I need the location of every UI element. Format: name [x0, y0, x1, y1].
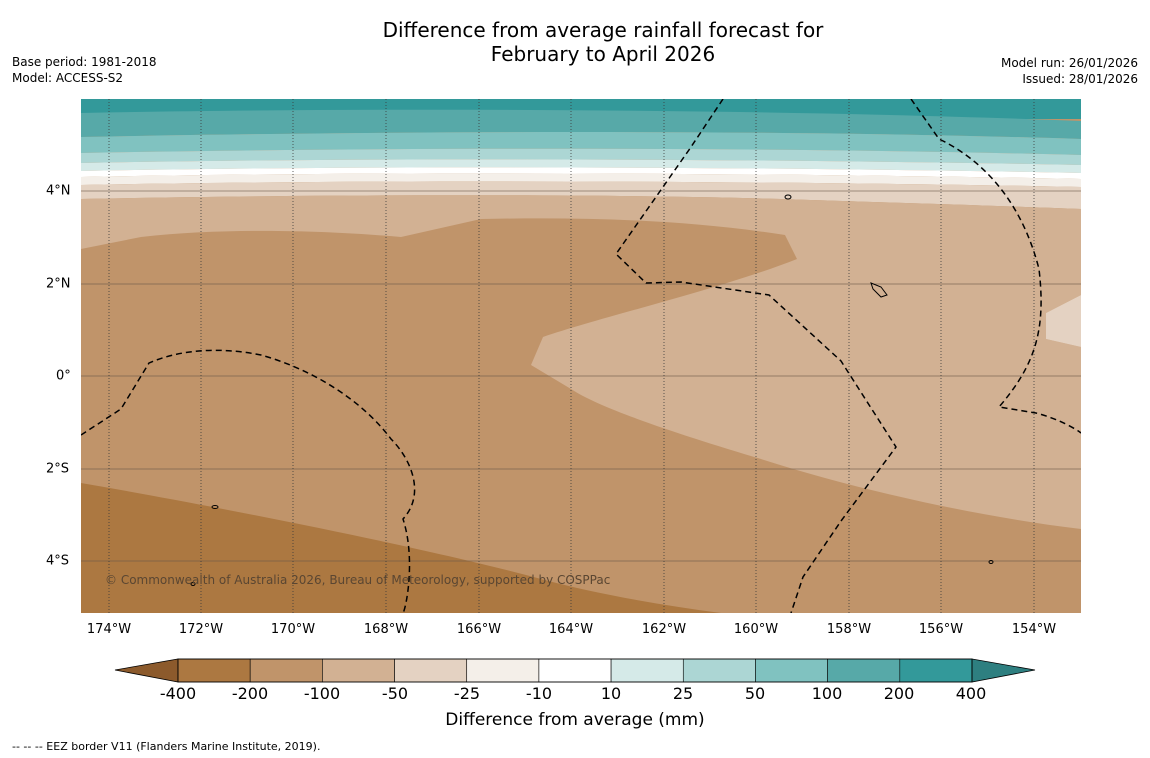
eez-footnote: -- -- -- EEZ border V11 (Flanders Marine… [12, 740, 321, 753]
cbar-tick-2: -100 [303, 684, 341, 703]
colorbar [114, 658, 1036, 683]
band-25-50 [81, 148, 1081, 165]
band-white [81, 167, 1081, 179]
colorbar-cell-1 [249, 658, 323, 683]
cbar-tick-5: -10 [525, 684, 553, 703]
lon-label-158w: 158°W [826, 622, 872, 637]
cbar-tick-9: 100 [811, 684, 843, 703]
lat-label-0: 0° [56, 368, 71, 384]
band-100-200 [81, 109, 1081, 139]
colorbar-extend-min [114, 658, 179, 683]
patch-minus-50-25 [1046, 295, 1081, 347]
lat-label-2n: 2°N [46, 276, 71, 292]
lon-label-162w: 162°W [641, 622, 687, 637]
colorbar-frame [177, 658, 973, 683]
cbar-tick-1: -200 [231, 684, 269, 703]
lon-label-160w: 160°W [733, 622, 779, 637]
lon-label-168w: 168°W [363, 622, 409, 637]
cbar-tick-4: -25 [453, 684, 481, 703]
graticule [81, 190, 1081, 562]
colorbar-cell-3 [394, 658, 468, 683]
colorbar-cell-10 [899, 658, 973, 683]
lon-label-172w: 172°W [178, 622, 224, 637]
title-line-1: Difference from average rainfall forecas… [382, 18, 824, 42]
cbar-tick-10: 200 [883, 684, 915, 703]
colorbar-cells [177, 658, 973, 683]
colorbar-cell-5 [538, 658, 612, 683]
colorbar-cell-2 [322, 658, 395, 683]
lon-label-174w: 174°W [86, 622, 132, 637]
band-50-100 [81, 132, 1081, 155]
lat-label-4n: 4°N [46, 183, 71, 199]
colorbar-cell-7 [682, 658, 756, 683]
region-minus-400-200 [81, 483, 721, 613]
meta-left: Base period: 1981-2018 Model: ACCESS-S2 [12, 54, 157, 86]
eez-borders [81, 99, 1081, 613]
cbar-tick-7: 25 [672, 684, 694, 703]
rainfall-map: © Commonwealth of Australia 2026, Bureau… [81, 99, 1081, 613]
title-line-2: February to April 2026 [490, 42, 716, 66]
model-run: Model run: 26/01/2026 [1000, 56, 1138, 70]
lon-label-154w: 154°W [1011, 622, 1057, 637]
colorbar-title: Difference from average (mm) [445, 710, 705, 730]
colorbar-extend-max [971, 658, 1036, 683]
colorbar-cell-6 [610, 658, 684, 683]
band-minus-50-25 [81, 181, 1081, 209]
colorbar-cell-4 [466, 658, 540, 683]
model-name: Model: ACCESS-S2 [12, 71, 124, 85]
chart-title: Difference from average rainfall forecas… [0, 18, 1150, 66]
base-period: Base period: 1981-2018 [12, 55, 157, 69]
copyright-text: © Commonwealth of Australia 2026, Bureau… [105, 573, 610, 587]
islands [190, 194, 994, 586]
cbar-tick-0: -400 [159, 684, 197, 703]
lon-label-170w: 170°W [270, 622, 316, 637]
colorbar-cell-0 [177, 658, 251, 683]
cbar-tick-8: 50 [744, 684, 766, 703]
issued-date: Issued: 28/01/2026 [1022, 72, 1138, 86]
region-minus-100-50 [81, 195, 1081, 529]
lat-label-4s: 4°S [46, 553, 70, 569]
band-10-25 [81, 159, 1081, 173]
cbar-tick-11: 400 [955, 684, 987, 703]
band-minus-25-10 [81, 173, 1081, 187]
meta-right: Model run: 26/01/2026 Issued: 28/01/2026 [1001, 55, 1138, 87]
map-panel: © Commonwealth of Australia 2026, Bureau… [81, 99, 1081, 613]
colorbar-cell-8 [755, 658, 828, 683]
lon-label-156w: 156°W [918, 622, 964, 637]
lat-label-2s: 2°S [46, 461, 70, 477]
cbar-tick-3: -50 [381, 684, 409, 703]
colorbar-cell-9 [827, 658, 901, 683]
lon-label-164w: 164°W [548, 622, 594, 637]
cbar-tick-6: 10 [600, 684, 622, 703]
lon-label-166w: 166°W [456, 622, 502, 637]
